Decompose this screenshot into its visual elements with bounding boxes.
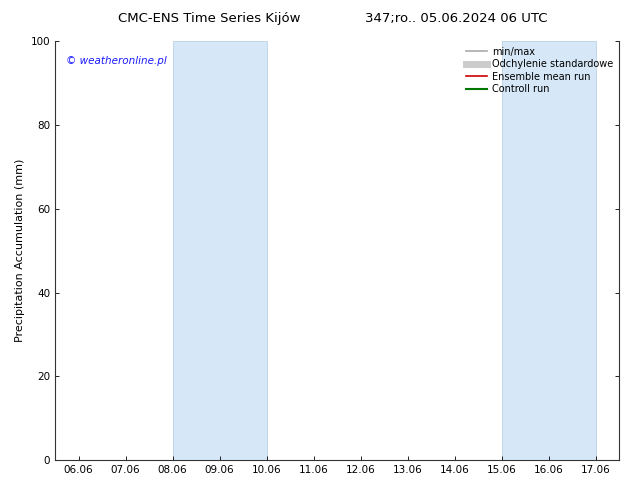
Text: CMC-ENS Time Series Kijów: CMC-ENS Time Series Kijów: [118, 12, 301, 25]
Bar: [172, 41, 266, 460]
Y-axis label: Precipitation Accumulation (mm): Precipitation Accumulation (mm): [15, 159, 25, 343]
Bar: [501, 41, 595, 460]
Legend: min/max, Odchylenie standardowe, Ensemble mean run, Controll run: min/max, Odchylenie standardowe, Ensembl…: [463, 45, 615, 96]
Text: 347;ro.. 05.06.2024 06 UTC: 347;ro.. 05.06.2024 06 UTC: [365, 12, 548, 25]
Text: © weatheronline.pl: © weatheronline.pl: [67, 56, 167, 66]
